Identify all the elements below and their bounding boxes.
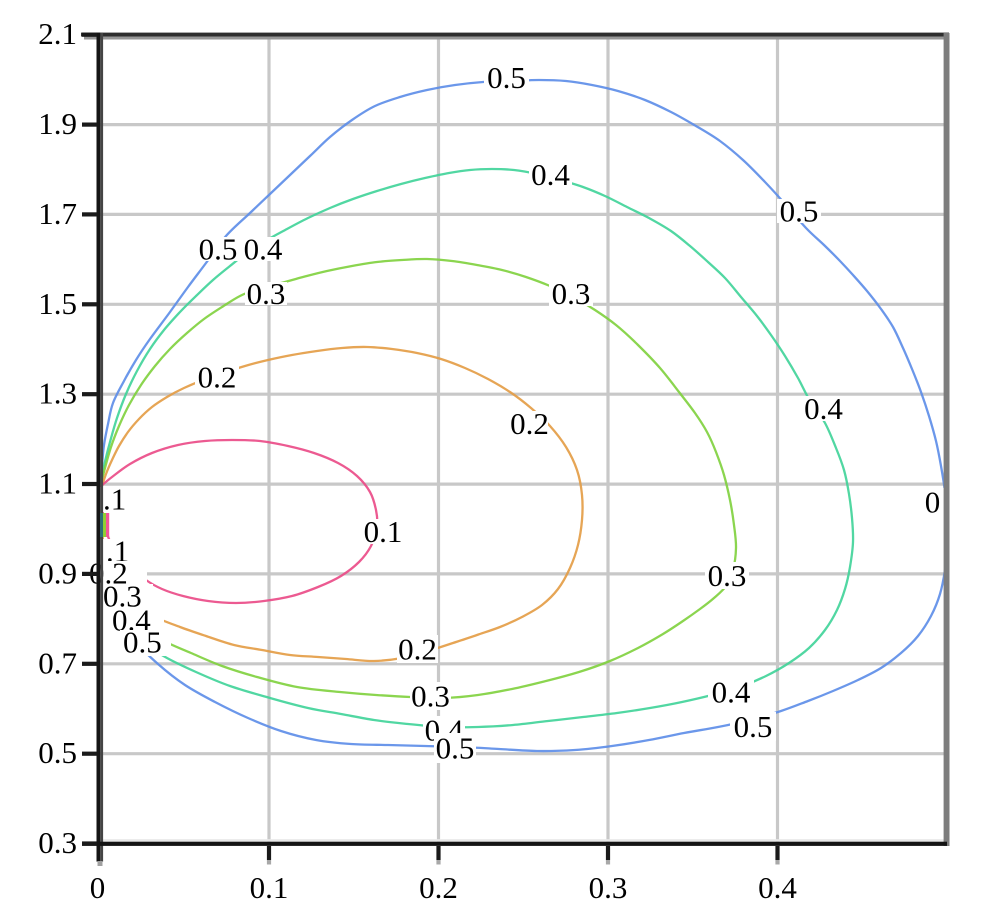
svg-text:0: 0 bbox=[90, 870, 106, 905]
svg-text:0.5: 0.5 bbox=[123, 625, 162, 660]
svg-text:0.4: 0.4 bbox=[712, 675, 751, 710]
svg-text:0.3: 0.3 bbox=[589, 870, 628, 905]
svg-text:0.2: 0.2 bbox=[398, 632, 437, 667]
svg-text:1.9: 1.9 bbox=[38, 106, 77, 141]
svg-text:0.2: 0.2 bbox=[198, 360, 237, 395]
svg-text:.1: .1 bbox=[106, 534, 129, 569]
svg-text:0.1: 0.1 bbox=[250, 870, 289, 905]
svg-text:0.3: 0.3 bbox=[103, 579, 142, 614]
svg-text:0.3: 0.3 bbox=[411, 679, 450, 714]
svg-text:0.5: 0.5 bbox=[780, 194, 819, 229]
svg-text:0.5: 0.5 bbox=[436, 731, 475, 766]
svg-text:1.7: 1.7 bbox=[38, 196, 77, 231]
svg-text:0.5: 0.5 bbox=[487, 60, 526, 95]
svg-text:0.2: 0.2 bbox=[510, 406, 549, 441]
svg-text:0.4: 0.4 bbox=[804, 391, 843, 426]
svg-text:0.4: 0.4 bbox=[531, 157, 570, 192]
svg-text:0.5: 0.5 bbox=[734, 709, 773, 744]
svg-text:0.3: 0.3 bbox=[708, 558, 747, 593]
svg-text:1.3: 1.3 bbox=[38, 376, 77, 411]
svg-text:0.3: 0.3 bbox=[38, 825, 77, 860]
svg-text:0.9: 0.9 bbox=[38, 555, 77, 590]
svg-text:.1: .1 bbox=[103, 482, 126, 517]
svg-text:2.1: 2.1 bbox=[38, 16, 77, 51]
svg-text:0.5: 0.5 bbox=[38, 735, 77, 770]
svg-text:0.7: 0.7 bbox=[38, 645, 77, 680]
svg-text:0.4: 0.4 bbox=[758, 870, 797, 905]
svg-text:0.5: 0.5 bbox=[199, 232, 238, 267]
svg-text:0: 0 bbox=[925, 485, 941, 520]
svg-text:0.3: 0.3 bbox=[552, 276, 591, 311]
svg-text:0.3: 0.3 bbox=[247, 276, 286, 311]
svg-text:1.5: 1.5 bbox=[38, 286, 77, 321]
svg-text:0.4: 0.4 bbox=[244, 232, 283, 267]
svg-text:0.1: 0.1 bbox=[364, 514, 403, 549]
svg-text:0.2: 0.2 bbox=[419, 870, 458, 905]
svg-text:1.1: 1.1 bbox=[38, 466, 77, 501]
